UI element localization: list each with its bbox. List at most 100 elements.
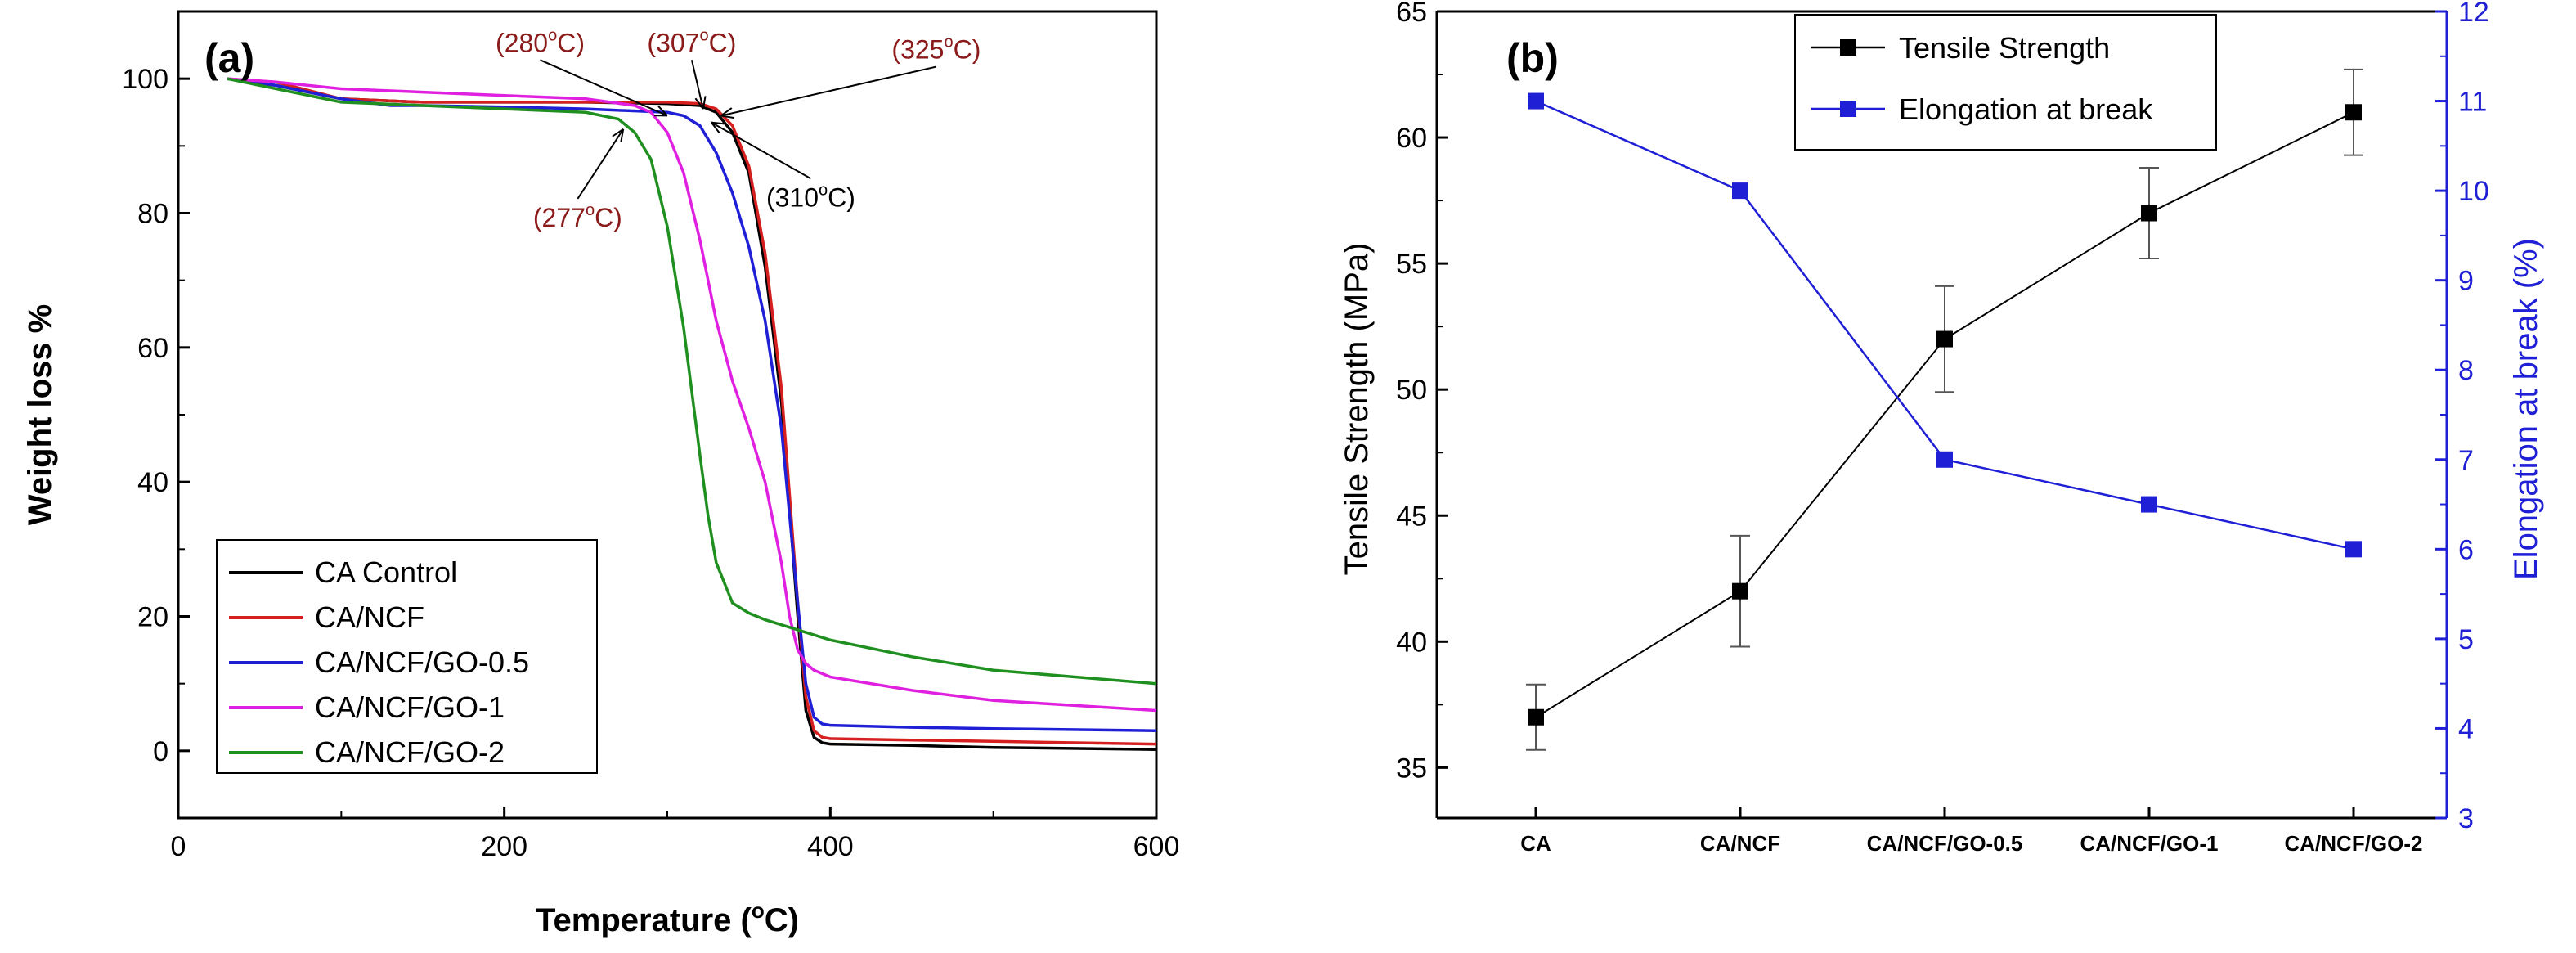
chart-a-annotation-arrowhead bbox=[612, 128, 625, 142]
chart-b-category-label: CA/NCF/GO-1 bbox=[2080, 831, 2219, 856]
chart-b-point-elongation bbox=[2345, 541, 2362, 558]
chart-a-series-line-3 bbox=[227, 77, 1157, 713]
chart-a-legend-label: CA/NCF bbox=[315, 600, 424, 634]
chart-b-category-label: CA/NCF bbox=[1700, 831, 1780, 856]
chart-a-annotation-value: (325 bbox=[891, 35, 944, 65]
chart-b-right-tick-label: 12 bbox=[2458, 0, 2489, 28]
chart-a-y-tick-label: 0 bbox=[153, 736, 168, 767]
chart-a-annotation-sup: o bbox=[548, 26, 557, 44]
chart-b-left-tick-label: 60 bbox=[1396, 123, 1427, 154]
chart-b-point-elongation bbox=[1936, 451, 1953, 468]
chart-b-legend: Tensile Strength Elongation at break bbox=[1794, 14, 2217, 151]
chart-a-annotation-arrowhead bbox=[653, 106, 668, 117]
chart-b-point-tensile bbox=[2141, 205, 2157, 222]
chart-b-right-axis-title: Elongation at break (%) bbox=[2508, 238, 2544, 580]
chart-b-legend-label: Tensile Strength bbox=[1899, 31, 2110, 65]
chart-a-annotation-value: (280 bbox=[496, 28, 548, 57]
chart-a-annotation-1: (280oC) bbox=[496, 26, 585, 57]
chart-a-x-axis-title-sup: o bbox=[752, 898, 765, 923]
chart-a-legend-box bbox=[216, 539, 598, 774]
chart-a-annotation-unit: C) bbox=[828, 182, 855, 212]
chart-b-right-tick-label: 4 bbox=[2458, 713, 2474, 744]
chart-a-y-tick-label: 40 bbox=[137, 467, 168, 498]
chart-b-right-tick-label: 5 bbox=[2458, 624, 2474, 655]
chart-a-annotation-arrow bbox=[540, 59, 668, 117]
chart-b-left-tick-label: 65 bbox=[1396, 0, 1427, 28]
chart-b-category-label: CA/NCF/GO-0.5 bbox=[1867, 831, 2023, 856]
chart-a-y-tick-label: 100 bbox=[122, 64, 168, 95]
chart-a-annotation-value: (277 bbox=[533, 203, 586, 232]
chart-b-legend-box bbox=[1794, 14, 2217, 151]
chart-b-left-tick-label: 35 bbox=[1396, 753, 1427, 784]
chart-b-point-tensile bbox=[2345, 104, 2362, 121]
chart-b-right-tick-label: 10 bbox=[2458, 176, 2489, 207]
chart-b-legend-swatch-marker bbox=[1840, 39, 1856, 56]
chart-a-annotation-unit: C) bbox=[595, 203, 622, 232]
chart-a-y-axis-title: Weight loss % bbox=[22, 304, 58, 525]
chart-a-y-tick-label: 20 bbox=[137, 602, 168, 633]
chart-a-annotation-unit: C) bbox=[557, 28, 585, 57]
chart-b-legend-label: Elongation at break bbox=[1899, 92, 2153, 126]
chart-a-annotation-arrow bbox=[690, 60, 704, 110]
chart-b-category-label: CA/NCF/GO-2 bbox=[2285, 831, 2423, 856]
chart-a-annotation-unit: C) bbox=[709, 28, 737, 57]
chart-b-point-tensile bbox=[1528, 708, 1544, 726]
chart-a-annotation-value: (307 bbox=[647, 28, 699, 57]
chart-a-panel-label: (a) bbox=[204, 35, 254, 81]
chart-b-point-tensile bbox=[1732, 582, 1748, 600]
chart-a-legend-label: CA Control bbox=[315, 555, 457, 589]
chart-a-x-axis-title-tail: C) bbox=[765, 902, 799, 938]
chart-a-y-tick-label: 60 bbox=[137, 333, 168, 364]
chart-b-point-tensile bbox=[1936, 330, 1953, 348]
chart-a-x-axis-title-main: Temperature ( bbox=[536, 902, 752, 938]
chart-b-category-label: CA bbox=[1520, 831, 1551, 856]
chart-b-point-elongation bbox=[1732, 182, 1748, 200]
chart-a-x-tick-label: 600 bbox=[1133, 831, 1180, 862]
chart-b-point-elongation bbox=[1528, 92, 1544, 110]
chart-b-panel-label: (b) bbox=[1506, 35, 1559, 81]
chart-a-annotation-arrowhead bbox=[694, 96, 707, 110]
chart-a-legend-label: CA/NCF/GO-0.5 bbox=[315, 645, 529, 679]
chart-b-right-tick-label: 11 bbox=[2458, 87, 2487, 118]
chart-a-annotation-arrowhead bbox=[711, 121, 725, 133]
chart-a-annotation-0: (277oC) bbox=[533, 201, 622, 232]
chart-a-annotation-value: (310 bbox=[766, 182, 819, 212]
chart-b-right-tick-label: 7 bbox=[2458, 445, 2474, 476]
chart-a-annotation-sup: o bbox=[699, 26, 708, 44]
chart-a-annotation-2: (307oC) bbox=[647, 26, 736, 57]
chart-a-series-line-1 bbox=[227, 77, 1157, 746]
chart-b-legend-swatch-marker bbox=[1840, 101, 1856, 117]
chart-a-annotation-3: (325oC) bbox=[891, 34, 981, 65]
chart-b-right-tick-label: 6 bbox=[2458, 534, 2474, 565]
chart-a-x-tick-label: 0 bbox=[171, 831, 186, 862]
chart-a-annotation-4: (310oC) bbox=[766, 181, 855, 212]
chart-a-legend: CA Control CA/NCF CA/NCF/GO-0.5 CA/NCF/GO-1… bbox=[216, 539, 598, 774]
chart-a-annotation-arrow bbox=[720, 65, 937, 117]
chart-a-annotation-sup: o bbox=[586, 201, 595, 219]
chart-b-right-tick-label: 9 bbox=[2458, 266, 2474, 297]
chart-a-annotation-unit: C) bbox=[954, 35, 981, 65]
chart-a-legend-label: CA/NCF/GO-2 bbox=[315, 735, 505, 769]
chart-a-annotation-arrow bbox=[577, 128, 625, 200]
chart-a-legend-label: CA/NCF/GO-1 bbox=[315, 690, 505, 724]
chart-a-x-tick-label: 400 bbox=[807, 831, 854, 862]
chart-b-right-tick-label: 8 bbox=[2458, 355, 2474, 386]
chart-b-left-tick-label: 45 bbox=[1396, 501, 1427, 532]
chart-a-y-tick-label: 80 bbox=[137, 199, 168, 230]
chart-b-point-elongation bbox=[2141, 496, 2157, 513]
chart-b-right-tick-label: 3 bbox=[2458, 803, 2474, 834]
chart-a-x-axis-title: Temperature (oC) bbox=[536, 898, 799, 938]
chart-b-series-line-tensile bbox=[1535, 111, 2354, 718]
chart-a-annotation-sup: o bbox=[944, 34, 953, 52]
chart-b-left-axis-title: Tensile Strength (MPa) bbox=[1339, 243, 1375, 576]
chart-a-series-line-4 bbox=[227, 77, 1157, 686]
chart-b-left-tick-label: 40 bbox=[1396, 627, 1427, 658]
chart-b-left-tick-label: 50 bbox=[1396, 375, 1427, 406]
chart-a-x-tick-label: 200 bbox=[481, 831, 527, 862]
chart-a-annotation-arrowhead bbox=[720, 107, 734, 119]
chart-b-left-tick-label: 55 bbox=[1396, 249, 1427, 280]
chart-a-annotation-arrow bbox=[711, 121, 811, 180]
